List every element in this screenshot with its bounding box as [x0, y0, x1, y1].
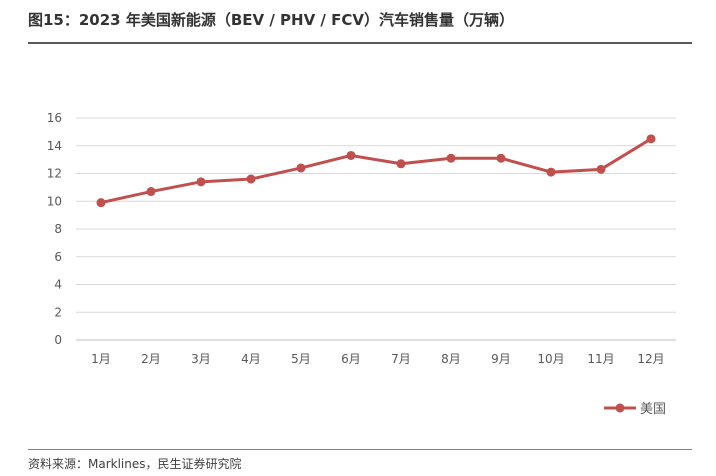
x-tick-label: 1月 [91, 352, 111, 366]
data-point [546, 167, 556, 177]
grid-lines [76, 117, 676, 341]
legend: 美国 [604, 402, 666, 417]
y-tick-label: 4 [54, 278, 62, 292]
data-point [596, 164, 606, 174]
y-tick-label: 16 [47, 111, 62, 125]
data-point [446, 153, 456, 163]
series-line [96, 134, 656, 208]
legend-label: 美国 [640, 402, 666, 417]
data-point [346, 150, 356, 160]
data-point [396, 159, 406, 169]
x-tick-label: 6月 [341, 352, 361, 366]
footer-divider [28, 449, 692, 450]
x-axis-tick-labels: 1月 2月 3月 4月 5月 6月 7月 8月 9月 10月 11月 12月 [91, 352, 664, 366]
y-axis-tick-labels: 0 2 4 6 8 10 12 14 16 [47, 111, 62, 347]
y-tick-label: 10 [47, 194, 62, 208]
data-point [246, 174, 256, 184]
title-divider [28, 42, 692, 44]
x-tick-label: 11月 [587, 352, 614, 366]
x-tick-label: 8月 [441, 352, 461, 366]
y-tick-label: 0 [54, 333, 62, 347]
x-tick-label: 3月 [191, 352, 211, 366]
y-tick-label: 12 [47, 167, 62, 181]
data-point [296, 163, 306, 173]
y-tick-label: 2 [54, 305, 62, 319]
x-tick-label: 9月 [491, 352, 511, 366]
x-tick-label: 10月 [537, 352, 564, 366]
data-point [146, 187, 156, 197]
x-tick-label: 7月 [391, 352, 411, 366]
y-tick-label: 8 [54, 222, 62, 236]
y-tick-label: 6 [54, 250, 62, 264]
y-tick-label: 14 [47, 139, 62, 153]
data-point [646, 134, 656, 144]
x-tick-label: 4月 [241, 352, 261, 366]
figure-title: 图15：2023 年美国新能源（BEV / PHV / FCV）汽车销售量（万辆… [28, 11, 515, 29]
line-chart: 0 2 4 6 8 10 12 14 16 1月 2月 3月 4月 5月 6月 7月 8月 9月 10月 11月 12… [47, 111, 676, 417]
legend-swatch-marker [615, 403, 625, 413]
x-tick-label: 12月 [637, 352, 664, 366]
data-point [496, 153, 506, 163]
series-line-path [100, 137, 652, 205]
x-tick-label: 2月 [141, 352, 161, 366]
source-note: 资料来源：Marklines，民生证券研究院 [28, 457, 242, 471]
data-point [96, 198, 106, 208]
x-tick-label: 5月 [291, 352, 311, 366]
data-point [196, 177, 206, 187]
